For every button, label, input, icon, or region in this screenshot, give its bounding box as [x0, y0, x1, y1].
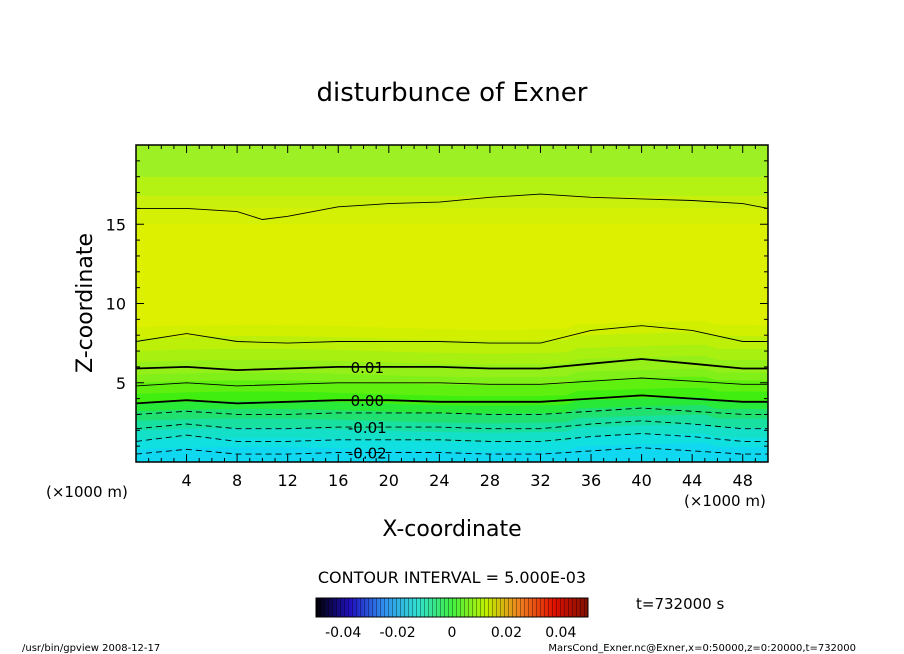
footer-right: MarsCond_Exner.nc@Exner,x=0:50000,z=0:20…: [548, 643, 856, 654]
y-tick-labels: 5 10 15: [106, 215, 126, 393]
x-tick-label: 20: [379, 471, 399, 490]
contour-line-2: [136, 358, 768, 372]
footer-left: /usr/bin/gpview 2008-12-17: [22, 643, 160, 654]
colorbar-tick-label: 0: [448, 625, 457, 641]
x-unit-left: (×1000 m): [46, 483, 128, 501]
colorbar: -0.04 -0.02 0 0.02 0.04: [315, 597, 589, 641]
time-label: t=732000 s: [636, 595, 724, 613]
colorbar-tick-label: 0.02: [491, 625, 522, 641]
colorbar-tick-labels: -0.04 -0.02 0 0.02 0.04: [325, 625, 576, 641]
x-axis-label: X-coordinate: [382, 517, 521, 542]
y-tick-label: 5: [116, 374, 126, 393]
y-tick-label: 10: [106, 295, 126, 314]
contour-line-4: [136, 394, 768, 405]
colorbar-tick-label: -0.02: [379, 625, 415, 641]
x-tick-label: 4: [181, 471, 191, 490]
x-tick-label: 44: [682, 471, 702, 490]
x-tick-label: 24: [429, 471, 449, 490]
contour-label-1: 0.00: [351, 392, 384, 410]
x-tick-label: 16: [328, 471, 348, 490]
contour-line-7: [136, 433, 768, 442]
contour-interval-text: CONTOUR INTERVAL = 5.000E-03: [318, 568, 586, 587]
x-tick-label: 12: [278, 471, 298, 490]
contour-label-3: -0.02: [348, 444, 387, 462]
x-tick-label: 28: [480, 471, 500, 490]
x-tick-label: 32: [530, 471, 550, 490]
x-tick-label: 8: [232, 471, 242, 490]
fill-band-17: [136, 443, 768, 462]
x-tick-label: 48: [733, 471, 753, 490]
contour-line-0: [136, 193, 768, 220]
x-tick-label: 36: [581, 471, 601, 490]
axis-ticks: [135, 144, 769, 463]
contour-line-3: [136, 377, 768, 387]
y-axis-label: Z-coordinate: [73, 233, 98, 373]
contour-label-2: -0.01: [348, 419, 387, 437]
colorbar-tick-label: -0.04: [325, 625, 361, 641]
colorbar-stripes: [316, 598, 588, 617]
colorbar-tick-label: 0.04: [545, 625, 576, 641]
contour-line-1: [136, 325, 768, 344]
x-tick-label: 40: [631, 471, 651, 490]
colorbar-frame: [315, 597, 589, 618]
y-tick-label: 15: [106, 215, 126, 234]
contour-label-0: 0.01: [351, 359, 384, 377]
contour-labels: 0.01 0.00 -0.01 -0.02: [348, 359, 387, 463]
x-unit-right: (×1000 m): [684, 492, 766, 510]
contour-lines: [136, 193, 768, 455]
chart-title: disturbunce of Exner: [317, 78, 588, 108]
x-tick-labels: 4 8 12 16 20 24 28 32 36 40 44 48: [181, 471, 752, 490]
